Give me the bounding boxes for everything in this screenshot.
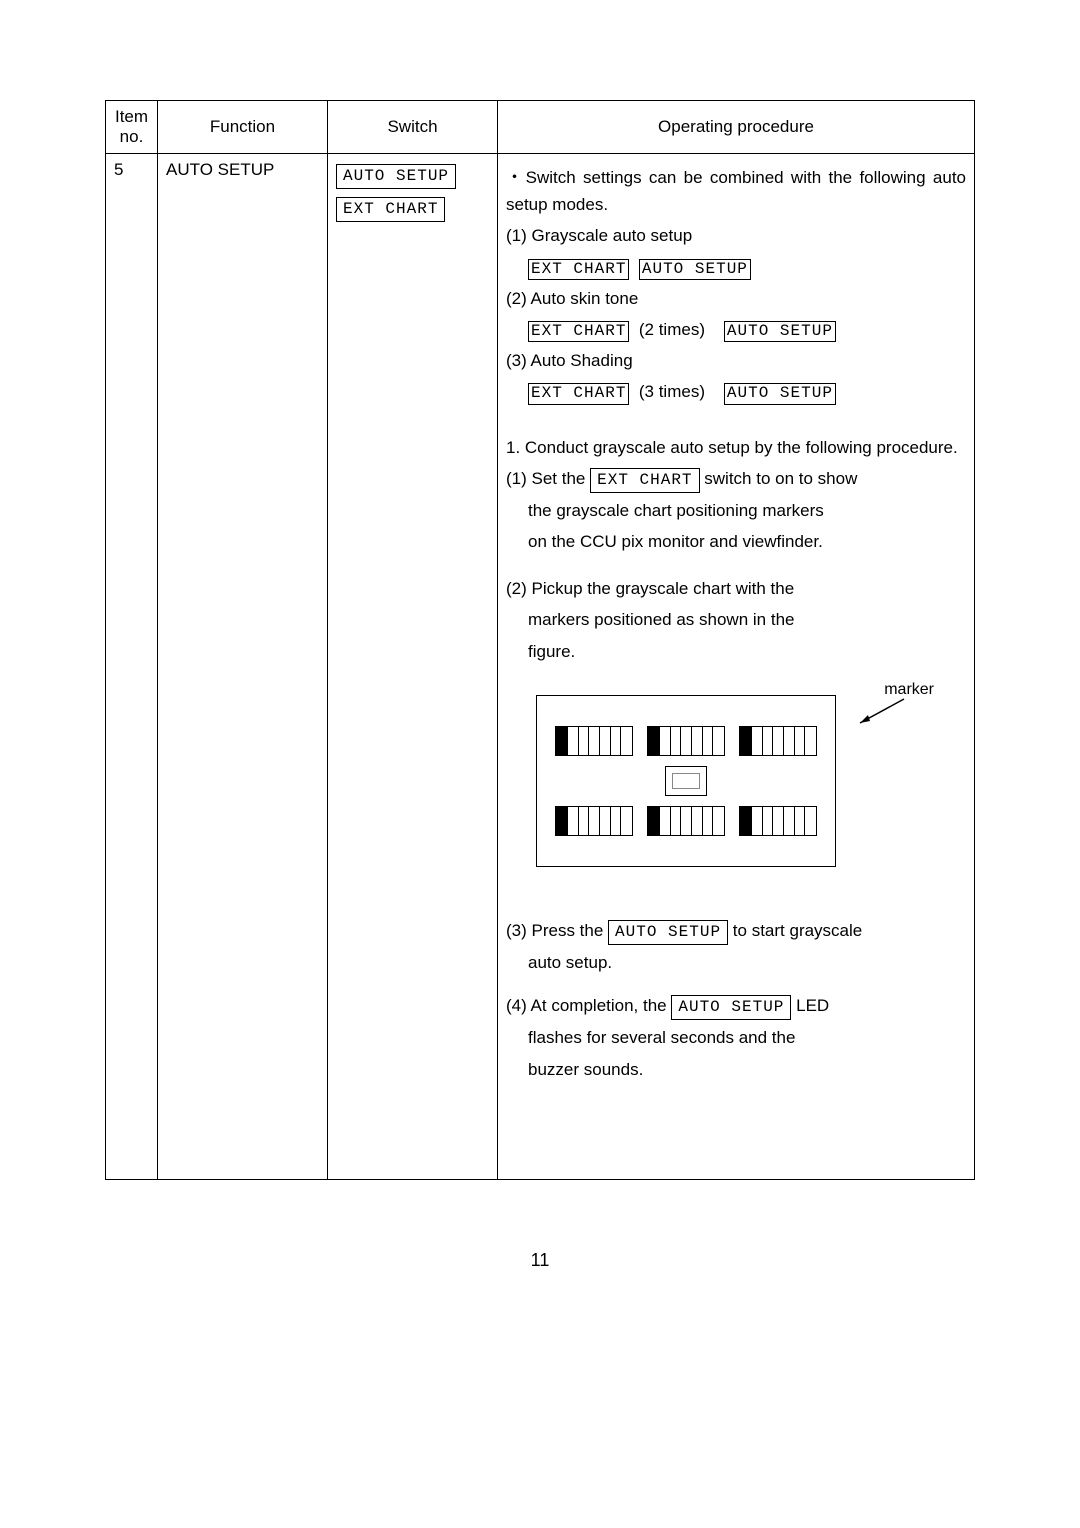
mode2-switches: EXT CHART (2 times) AUTO SETUP <box>506 316 966 343</box>
switch-box-ext-chart: EXT CHART <box>336 197 445 222</box>
chart-bottom-row <box>555 806 817 836</box>
box-ext-chart: EXT CHART <box>590 468 699 493</box>
box-auto-setup: AUTO SETUP <box>639 259 751 280</box>
header-switch: Switch <box>328 101 498 154</box>
chart-frame <box>536 695 836 867</box>
grayscale-chart-figure: marker <box>536 695 886 867</box>
step1-3: (3) Press the AUTO SETUP to start graysc… <box>506 917 966 945</box>
center-marker <box>665 766 707 796</box>
box-auto-setup: AUTO SETUP <box>608 920 728 945</box>
cell-procedure: ・Switch settings can be combined with th… <box>498 154 975 1180</box>
mode2-times: (2 times) <box>639 320 705 339</box>
cell-function: AUTO SETUP <box>158 154 328 1180</box>
mode3-switches: EXT CHART (3 times) AUTO SETUP <box>506 378 966 405</box>
step1-2-cont2: figure. <box>506 638 966 665</box>
grayscale-strip <box>647 726 725 756</box>
header-procedure: Operating procedure <box>498 101 975 154</box>
cell-switch: AUTO SETUP EXT CHART <box>328 154 498 1180</box>
mode3-times: (3 times) <box>639 382 705 401</box>
table-header-row: Item no. Function Switch Operating proce… <box>106 101 975 154</box>
box-ext-chart: EXT CHART <box>528 321 629 342</box>
box-auto-setup: AUTO SETUP <box>671 995 791 1020</box>
mode3-label: (3) Auto Shading <box>506 347 966 374</box>
step1-3-cont: auto setup. <box>506 949 966 976</box>
grayscale-strip <box>555 806 633 836</box>
spec-table: Item no. Function Switch Operating proce… <box>105 100 975 1180</box>
header-item-no: Item no. <box>106 101 158 154</box>
step1-1: (1) Set the EXT CHART switch to on to sh… <box>506 465 966 493</box>
mode1-switches: EXT CHART AUTO SETUP <box>506 254 966 281</box>
header-function: Function <box>158 101 328 154</box>
mode2-label: (2) Auto skin tone <box>506 285 966 312</box>
grayscale-strip <box>739 726 817 756</box>
cell-item-no: 5 <box>106 154 158 1180</box>
grayscale-strip <box>555 726 633 756</box>
box-ext-chart: EXT CHART <box>528 259 629 280</box>
chart-top-row <box>555 726 817 756</box>
step1-2: (2) Pickup the grayscale chart with the <box>506 575 966 602</box>
box-ext-chart: EXT CHART <box>528 383 629 404</box>
step1-2-cont: markers positioned as shown in the <box>506 606 966 633</box>
marker-arrow <box>856 697 906 725</box>
switch-box-auto-setup: AUTO SETUP <box>336 164 456 189</box>
grayscale-strip <box>647 806 725 836</box>
grayscale-strip <box>739 806 817 836</box>
step1: 1. Conduct grayscale auto setup by the f… <box>506 434 966 461</box>
step1-1-cont: the grayscale chart positioning markers <box>506 497 966 524</box>
page-number: 11 <box>105 1250 975 1271</box>
step1-4-cont: flashes for several seconds and the <box>506 1024 966 1051</box>
table-row: 5 AUTO SETUP AUTO SETUP EXT CHART ・Switc… <box>106 154 975 1180</box>
box-auto-setup: AUTO SETUP <box>724 321 836 342</box>
box-auto-setup: AUTO SETUP <box>724 383 836 404</box>
mode1-label: (1) Grayscale auto setup <box>506 222 966 249</box>
step1-4-cont2: buzzer sounds. <box>506 1056 966 1083</box>
intro-text: ・Switch settings can be combined with th… <box>506 164 966 218</box>
chart-center-row <box>555 766 817 796</box>
step1-4: (4) At completion, the AUTO SETUP LED <box>506 992 966 1020</box>
step1-1-cont2: on the CCU pix monitor and viewfinder. <box>506 528 966 555</box>
